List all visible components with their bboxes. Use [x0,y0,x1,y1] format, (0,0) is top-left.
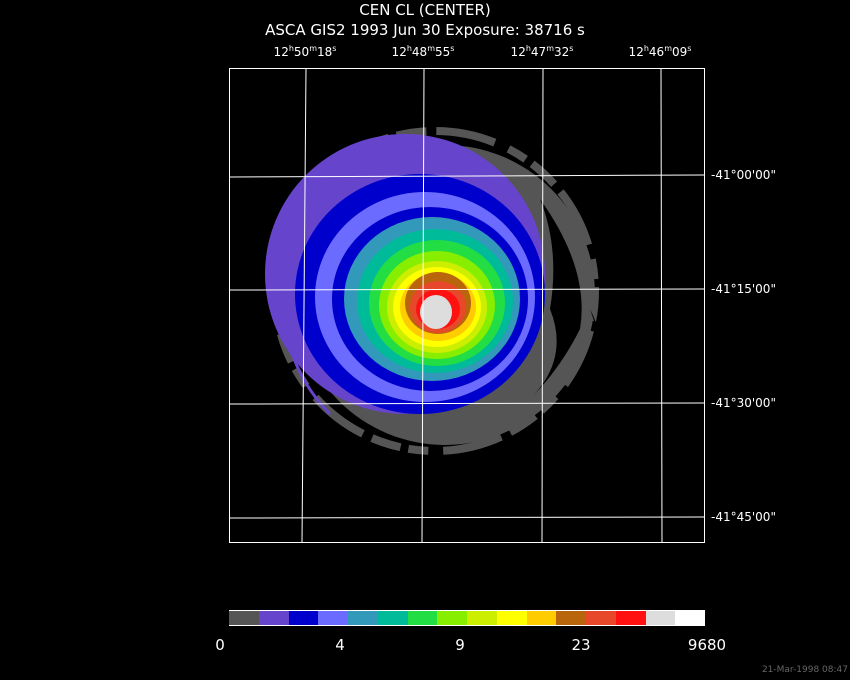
ra-tick-label: 12h46m09s [628,44,692,59]
colorbar-label: 0 [215,636,225,654]
colorbar-label: 23 [571,636,591,654]
timestamp: 21-Mar-1998 08:47 [761,665,848,675]
low-count-regions [530,199,610,405]
image-subtitle: ASCA GIS2 1993 Jun 30 Exposure: 38716 s [265,21,585,39]
colorbar-swatch [229,610,259,626]
colorbar-swatch [615,610,646,626]
ra-tick-label: 12h47m32s [510,44,574,59]
dec-tick-label: -41°00'00" [711,168,776,182]
ra-tick-label: 12h48m55s [391,44,455,59]
colorbar-swatch [467,610,497,626]
colorbar-swatch [377,610,408,626]
colorbar-swatch [526,610,557,626]
colorbar-swatch [586,610,616,626]
dec-tick-label: -41°15'00" [711,282,776,296]
dec-tick-label: -41°30'00" [711,396,776,410]
colorbar-label: 9 [455,636,465,654]
image-title: CEN CL (CENTER) [359,1,491,19]
colorbar-label: 4 [335,636,345,654]
colorbar-swatch [407,610,438,626]
colorbar-swatch [348,610,378,626]
dec-tick-label: -41°45'00" [711,510,776,524]
sky-image-frame [229,68,705,543]
colorbar-label: 9680 [687,636,727,654]
colorbar-swatch [258,610,289,626]
colorbar-swatch [675,610,706,626]
xray-sky-image [230,69,704,542]
colorbar-swatch [556,610,587,626]
colorbar-swatch [645,610,676,626]
colorbar-swatch [437,610,468,626]
ra-tick-label: 12h50m18s [273,44,337,59]
colorbar-swatch [496,610,527,626]
coordinate-grid [230,69,704,542]
colorbar-swatch [318,610,349,626]
colorbar-swatch [288,610,319,626]
